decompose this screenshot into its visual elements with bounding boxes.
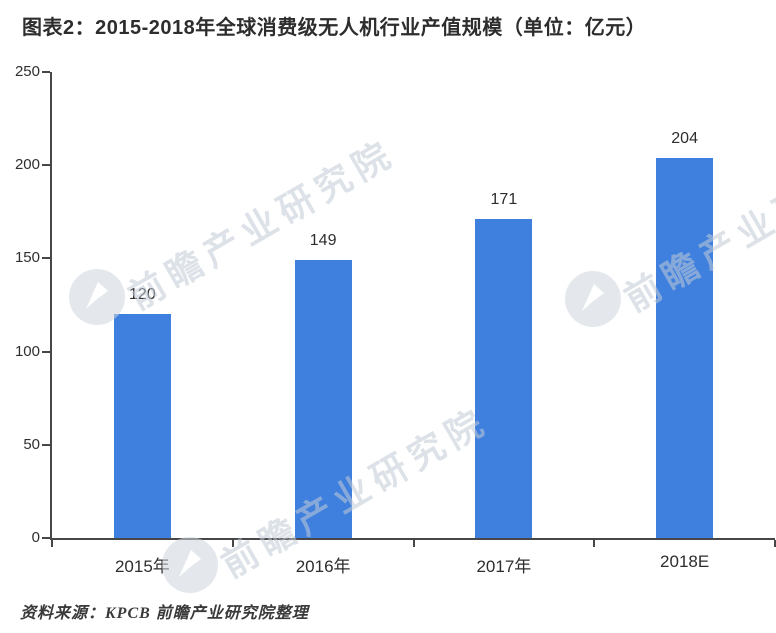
- x-tick-mark: [51, 540, 53, 547]
- chart-title: 图表2：2015-2018年全球消费级无人机行业产值规模（单位：亿元）: [22, 17, 647, 39]
- bar: [475, 219, 533, 538]
- y-tick-label: 250: [14, 63, 40, 80]
- x-tick-mark: [412, 540, 415, 547]
- x-axis-label: 2015年: [114, 557, 170, 576]
- x-tick-mark: [231, 540, 234, 547]
- y-tick-mark: [42, 257, 50, 260]
- y-tick-mark: [42, 537, 50, 539]
- y-tick-mark: [42, 71, 50, 73]
- bar-value-label: 120: [129, 286, 156, 304]
- bar-value-label: 204: [671, 129, 698, 147]
- x-tick-mark: [593, 540, 596, 547]
- x-axis-label: 2016年: [295, 557, 351, 576]
- bar-value-label: 171: [490, 191, 518, 209]
- y-tick-mark: [42, 443, 50, 446]
- x-axis-label: 2018E: [660, 552, 710, 571]
- bar: [294, 260, 352, 538]
- y-tick-label: 200: [14, 156, 40, 174]
- y-tick-label: 100: [14, 342, 40, 360]
- x-axis-label: 2017年: [476, 557, 532, 576]
- x-tick-mark: [774, 540, 776, 547]
- source-note: 资料来源：KPCB 前瞻产业研究院整理: [20, 605, 309, 622]
- plot-area: 0 50 100 150 200 250 120 2015年 149 2016年 171 2017年 2…: [15, 63, 776, 576]
- y-tick-mark: [42, 164, 50, 167]
- y-tick-label: 50: [23, 435, 40, 453]
- bar: [113, 314, 171, 538]
- bar: [656, 157, 714, 538]
- bar-value-label: 149: [309, 232, 337, 250]
- y-tick-label: 150: [14, 249, 40, 267]
- y-tick-label: 0: [31, 529, 40, 546]
- y-tick-mark: [42, 350, 50, 353]
